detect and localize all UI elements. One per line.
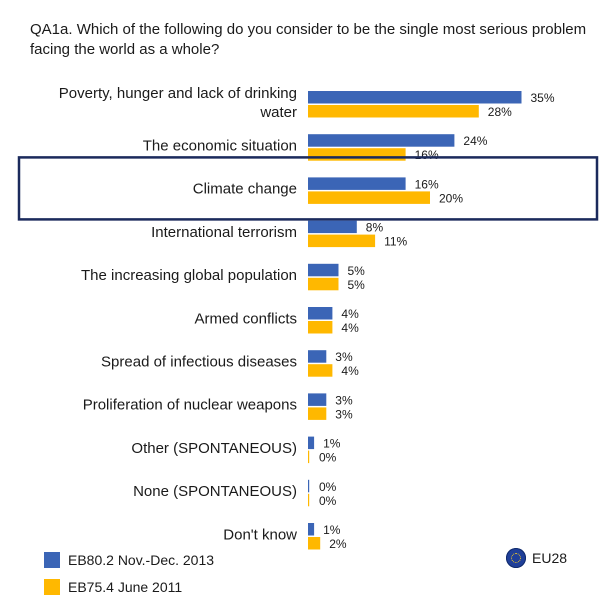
category-label: Spread of infectious diseases bbox=[101, 353, 297, 370]
highlight-box bbox=[17, 156, 599, 221]
eu-flag-icon bbox=[506, 548, 526, 568]
bar-series-2 bbox=[308, 450, 310, 464]
legend-label-series-2: EB75.4 June 2011 bbox=[68, 579, 183, 595]
question-title: QA1a. Which of the following do you cons… bbox=[30, 21, 587, 58]
value-label: 16% bbox=[415, 148, 439, 162]
value-label: 5% bbox=[348, 278, 366, 292]
value-label: 5% bbox=[348, 264, 366, 278]
category-label: Climate change bbox=[193, 181, 297, 198]
bar-series-1 bbox=[308, 177, 406, 190]
legend-label-series-1: EB80.2 Nov.-Dec. 2013 bbox=[68, 552, 215, 568]
value-label: 16% bbox=[415, 177, 439, 191]
value-label: 20% bbox=[439, 191, 463, 205]
value-label: 1% bbox=[323, 437, 341, 451]
bar-series-2 bbox=[308, 191, 430, 204]
bar-series-1 bbox=[308, 220, 357, 234]
bar-series-2 bbox=[308, 537, 321, 550]
bar-series-1 bbox=[308, 91, 522, 104]
category-label: The economic situation bbox=[143, 137, 297, 154]
value-label: 3% bbox=[335, 407, 353, 421]
bar-series-2 bbox=[308, 105, 479, 118]
bar-series-2 bbox=[308, 493, 310, 507]
value-label: 28% bbox=[488, 105, 512, 119]
value-label: 0% bbox=[319, 451, 337, 465]
bar-series-2 bbox=[308, 277, 339, 291]
value-label: 0% bbox=[319, 480, 337, 494]
value-label: 3% bbox=[335, 393, 353, 407]
value-label: 0% bbox=[319, 494, 337, 508]
legend-item-series-2: EB75.4 June 2011 bbox=[44, 577, 384, 599]
bar-series-1 bbox=[308, 393, 327, 406]
bar-series-2 bbox=[308, 407, 327, 420]
value-label: 3% bbox=[335, 350, 353, 364]
value-label: 4% bbox=[341, 364, 359, 378]
bar-series-1 bbox=[308, 263, 339, 277]
bar-series-2 bbox=[308, 364, 333, 377]
bar-series-2 bbox=[308, 234, 376, 248]
bar-series-1 bbox=[308, 350, 327, 363]
value-label: 24% bbox=[463, 134, 487, 148]
bar-series-2 bbox=[308, 321, 333, 334]
legend-swatch-series-1 bbox=[44, 552, 60, 568]
category-label: Don't know bbox=[223, 526, 297, 543]
bar-series-1 bbox=[308, 307, 333, 320]
category-label: Armed conflicts bbox=[194, 310, 297, 327]
value-label: 1% bbox=[323, 523, 341, 537]
eu-badge: EU28 bbox=[506, 548, 586, 570]
category-label: None (SPONTANEOUS) bbox=[133, 483, 297, 500]
value-label: 4% bbox=[341, 321, 359, 335]
category-label: The increasing global population bbox=[81, 267, 297, 284]
value-label: 11% bbox=[384, 235, 407, 249]
category-label: International terrorism bbox=[151, 224, 297, 241]
value-label: 2% bbox=[329, 537, 347, 551]
value-label: 35% bbox=[531, 91, 555, 105]
legend-swatch-series-2 bbox=[44, 579, 60, 595]
bar-series-1 bbox=[308, 436, 315, 450]
eu-label: EU28 bbox=[532, 550, 568, 566]
bar-series-1 bbox=[308, 523, 315, 536]
bar-series-1 bbox=[308, 479, 310, 493]
category-label: water bbox=[259, 104, 297, 121]
value-label: 8% bbox=[366, 221, 384, 235]
category-label: Poverty, hunger and lack of drinking bbox=[59, 85, 297, 102]
bar-series-2 bbox=[308, 148, 406, 161]
legend-item-series-1: EB80.2 Nov.-Dec. 2013 bbox=[44, 550, 384, 572]
category-label: Other (SPONTANEOUS) bbox=[131, 440, 297, 457]
value-label: 4% bbox=[341, 307, 359, 321]
category-label: Proliferation of nuclear weapons bbox=[83, 397, 297, 414]
bar-series-1 bbox=[308, 134, 455, 147]
